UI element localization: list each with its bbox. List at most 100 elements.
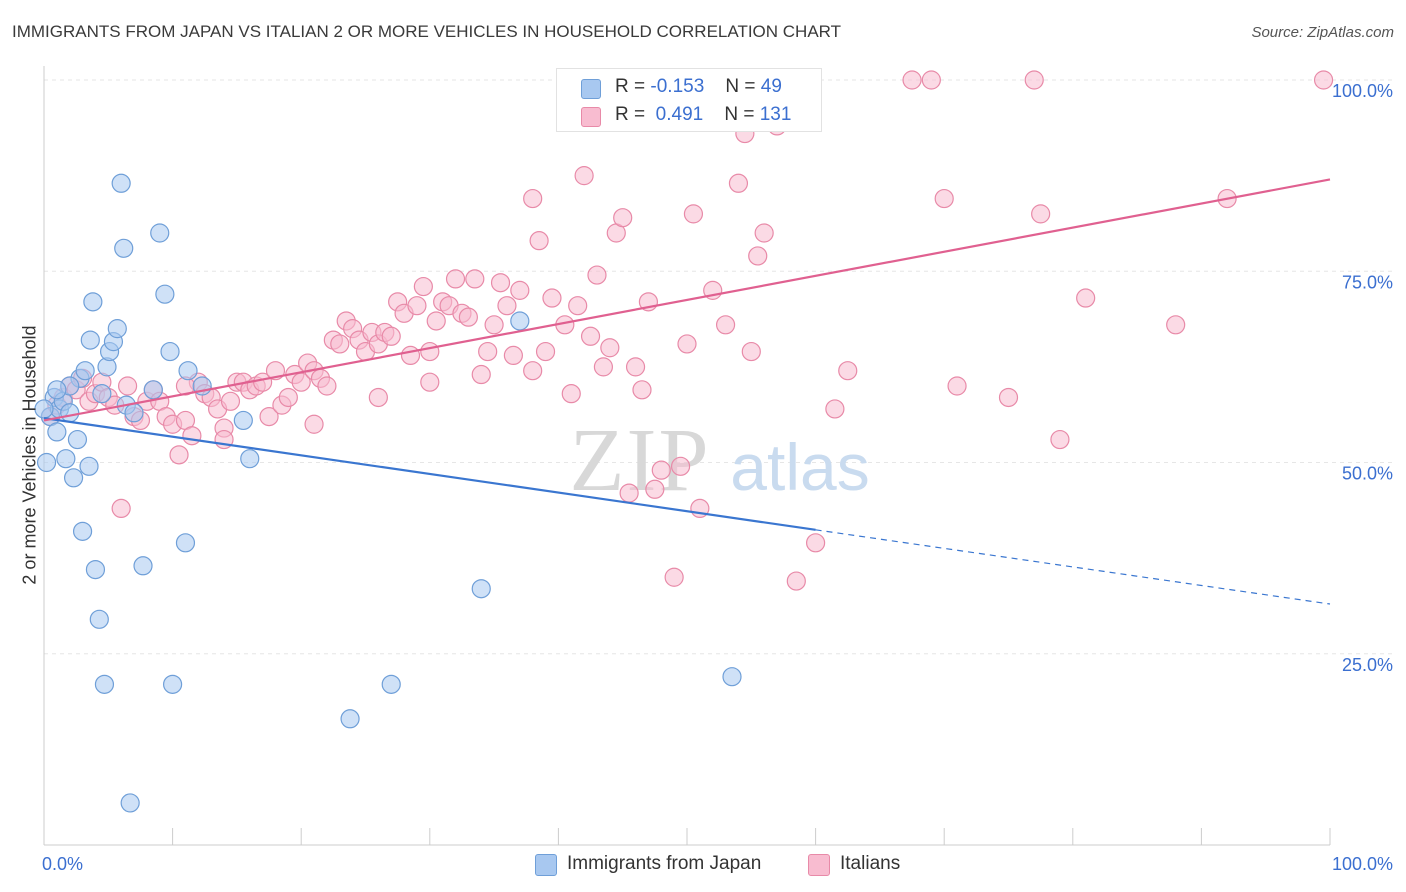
legend-n-label: N = <box>724 104 755 125</box>
italian-point <box>1076 288 1096 308</box>
x-tick-label: 100.0% <box>1332 854 1393 874</box>
legend-row-italians: R = 0.491 N = 131 <box>557 102 821 130</box>
italian-point <box>625 357 646 377</box>
japan-point <box>120 793 140 813</box>
y-axis-label: 2 or more Vehicles in Household <box>19 325 40 585</box>
italian-point <box>683 204 704 224</box>
italian-point <box>786 571 806 591</box>
legend-n-value: 131 <box>759 104 792 125</box>
legend-r-value: -0.153 <box>650 76 705 97</box>
japan-point <box>471 579 491 599</box>
italian-point <box>471 364 491 385</box>
italian-point <box>1024 70 1044 90</box>
japan-point <box>89 609 109 629</box>
japan-point <box>175 533 196 553</box>
italian-point <box>426 311 446 331</box>
italian-point <box>715 315 736 335</box>
japan-point <box>47 380 67 400</box>
japan-point <box>107 319 127 339</box>
japan-point <box>34 399 54 419</box>
italian-point <box>748 246 768 266</box>
japan-point <box>722 667 742 687</box>
italian-point <box>259 407 279 427</box>
japan-point <box>124 403 144 423</box>
legend-swatch-japan <box>581 79 601 99</box>
legend-label-japan: Immigrants from Japan <box>567 853 762 874</box>
japan-point <box>60 403 80 423</box>
japan-point <box>160 341 180 362</box>
italian-point <box>825 399 845 419</box>
japan-point <box>381 674 401 694</box>
japan-point <box>72 521 93 541</box>
italian-point <box>934 188 954 209</box>
italian-point <box>651 460 671 480</box>
italian-point <box>503 345 523 365</box>
italian-point <box>420 341 440 362</box>
italian-point <box>278 387 298 408</box>
japan-point <box>36 452 57 473</box>
japan-point <box>510 311 530 331</box>
italian-point <box>754 223 774 243</box>
italian-point <box>542 288 562 308</box>
italian-point <box>580 326 601 346</box>
italian-point <box>465 269 485 289</box>
italian-point <box>407 296 427 316</box>
legend-r-label: R = <box>615 76 646 97</box>
italian-point <box>741 341 761 362</box>
x-tick-label: 0.0% <box>42 854 83 874</box>
watermark-atlas: atlas <box>730 430 869 504</box>
japan-point <box>67 429 88 450</box>
stats-legend: R = -0.153 N = 49 R = 0.491 N = 131 <box>556 68 822 132</box>
italian-point <box>619 483 639 503</box>
legend-r-value: 0.491 <box>655 104 704 125</box>
italian-point <box>111 498 131 518</box>
japan-point <box>178 361 198 381</box>
italian-point <box>458 307 478 327</box>
legend-n-value: 49 <box>760 76 782 97</box>
japan-point <box>233 410 253 431</box>
japan-point <box>63 468 84 488</box>
italian-point <box>497 296 517 316</box>
italian-point <box>400 345 421 365</box>
japan-point <box>340 709 360 729</box>
japan-point <box>75 361 95 381</box>
italian-point <box>587 265 607 285</box>
trendline-japan-extension <box>815 529 1331 605</box>
italian-point <box>902 70 922 90</box>
italian-point <box>478 341 498 362</box>
italian-point <box>664 567 684 587</box>
series-legend: Immigrants from Japan Italians <box>0 852 1406 878</box>
japan-point <box>155 284 175 304</box>
japan-point <box>133 556 153 576</box>
legend-swatch-italians <box>808 854 830 876</box>
y-tick-label: 50.0% <box>1342 464 1393 484</box>
italian-point <box>420 372 440 392</box>
italian-point <box>574 166 594 186</box>
trendline-japan <box>43 417 816 531</box>
legend-swatch-japan <box>535 854 557 876</box>
japan-point <box>150 223 170 243</box>
italian-point <box>728 173 749 193</box>
japan-point <box>94 674 115 694</box>
legend-r-label: R = <box>615 104 646 125</box>
italian-point <box>805 533 826 553</box>
japan-point <box>47 422 67 442</box>
italian-point <box>677 334 697 354</box>
italian-point <box>330 334 350 354</box>
italian-point <box>523 361 543 381</box>
italian-point <box>523 188 543 209</box>
japan-point <box>143 380 163 400</box>
italian-point <box>304 414 324 434</box>
italian-point <box>568 296 588 316</box>
italian-point <box>529 231 549 251</box>
japan-point <box>79 456 99 476</box>
y-tick-label: 75.0% <box>1342 272 1393 292</box>
italian-point <box>645 479 665 499</box>
italian-point <box>998 387 1019 408</box>
italian-point <box>670 456 691 476</box>
italian-point <box>600 338 620 358</box>
italian-point <box>838 361 858 381</box>
italian-point <box>368 387 388 408</box>
italian-point <box>510 280 530 300</box>
italian-point <box>632 380 652 400</box>
